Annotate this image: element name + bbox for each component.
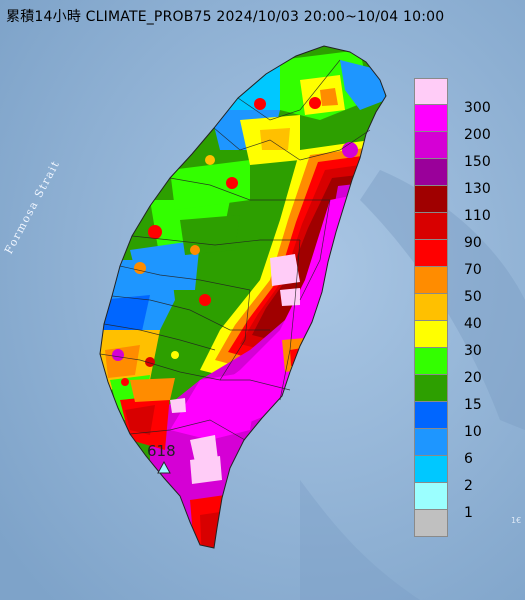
legend-swatch xyxy=(414,159,448,186)
legend-label: 150 xyxy=(464,154,491,170)
legend-swatch xyxy=(414,510,448,537)
legend-label: 6 xyxy=(464,451,473,467)
legend-swatch xyxy=(414,402,448,429)
legend-swatch xyxy=(414,213,448,240)
legend-label: 2 xyxy=(464,478,473,494)
legend-label: 200 xyxy=(464,127,491,143)
color-legend xyxy=(414,78,448,537)
legend-swatch xyxy=(414,240,448,267)
triangle-station-icon xyxy=(157,460,171,474)
legend-label: 300 xyxy=(464,100,491,116)
legend-swatch xyxy=(414,456,448,483)
map-title: 累積14小時 CLIMATE_PROB75 2024/10/03 20:00~1… xyxy=(6,9,445,25)
legend-label: 90 xyxy=(464,235,482,251)
legend-swatch xyxy=(414,429,448,456)
legend-swatch xyxy=(414,186,448,213)
legend-label: 20 xyxy=(464,370,482,386)
legend-swatch xyxy=(414,375,448,402)
legend-label: 110 xyxy=(464,208,491,224)
legend-label: 10 xyxy=(464,424,482,440)
legend-label: 50 xyxy=(464,289,482,305)
station-max-value: 618 xyxy=(147,442,176,460)
legend-swatch xyxy=(414,78,448,105)
corner-text: 1€ xyxy=(511,516,522,525)
legend-swatch xyxy=(414,321,448,348)
legend-label: 15 xyxy=(464,397,482,413)
legend-swatch xyxy=(414,483,448,510)
legend-label: 70 xyxy=(464,262,482,278)
legend-swatch xyxy=(414,294,448,321)
legend-swatch xyxy=(414,267,448,294)
legend-swatch xyxy=(414,132,448,159)
legend-label: 1 xyxy=(464,505,473,521)
legend-label: 30 xyxy=(464,343,482,359)
legend-swatch xyxy=(414,348,448,375)
legend-label: 130 xyxy=(464,181,491,197)
legend-swatch xyxy=(414,105,448,132)
legend-label: 40 xyxy=(464,316,482,332)
